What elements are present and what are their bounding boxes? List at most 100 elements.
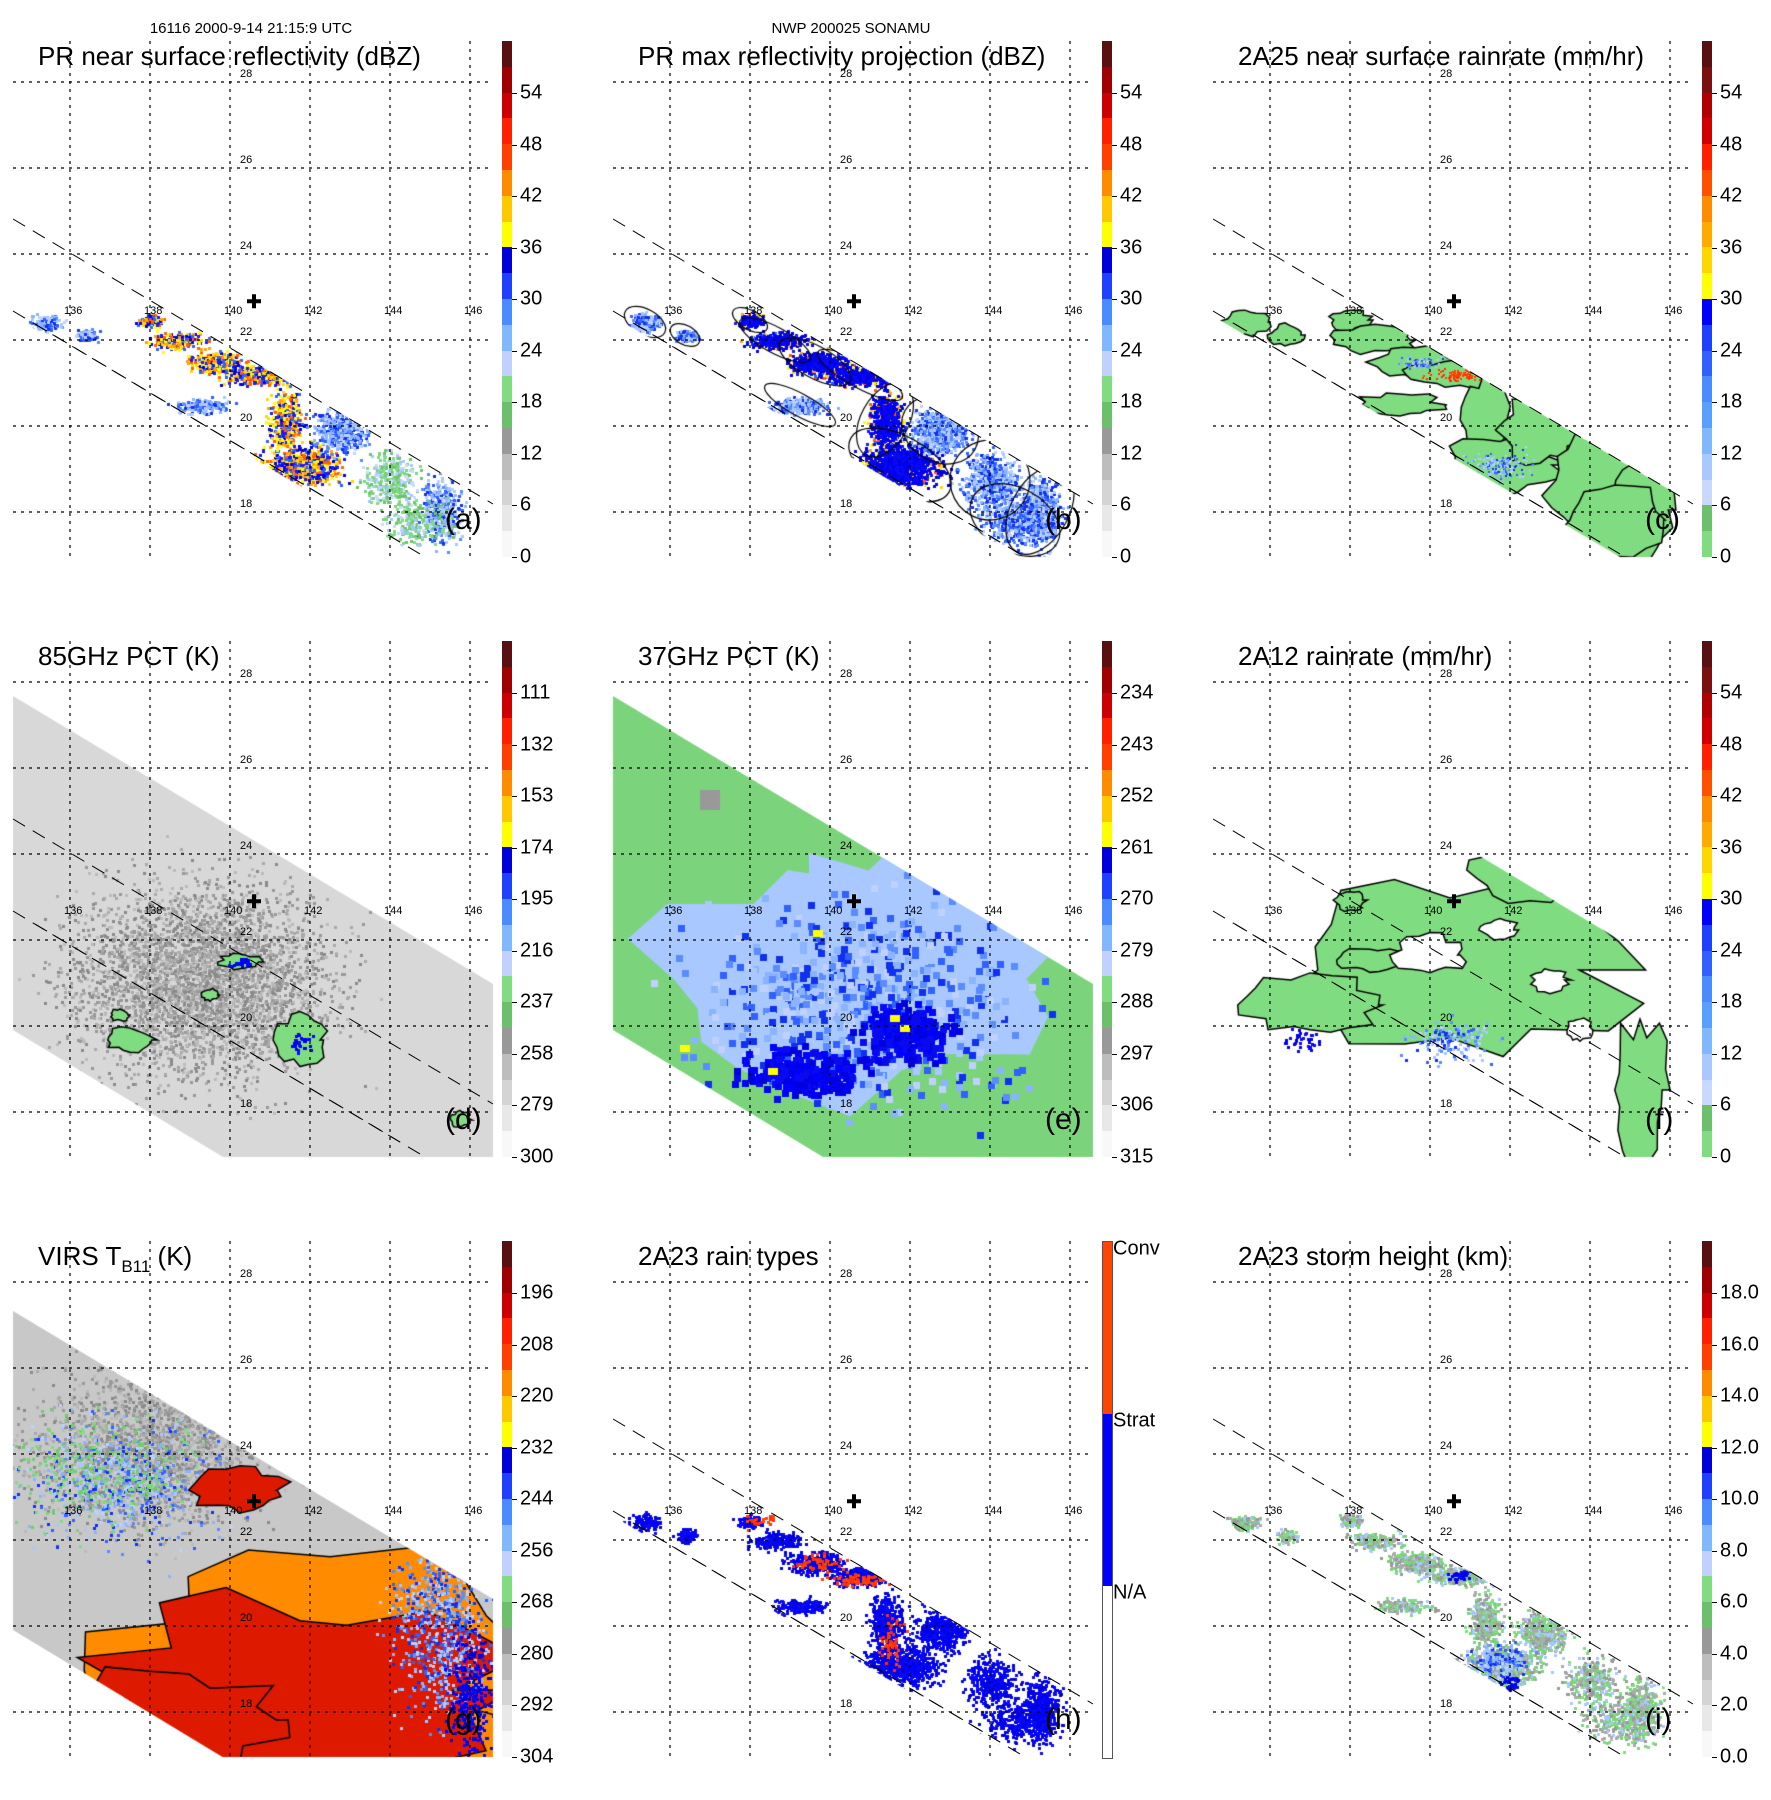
colorbar-tick [1112, 693, 1117, 694]
colorbar-bin [502, 770, 512, 796]
colorbar-label: 0 [1720, 545, 1732, 567]
latitude-label: 28 [1440, 1268, 1453, 1280]
colorbar-tick [1112, 744, 1117, 746]
longitude-label: 142 [1504, 305, 1523, 317]
map-field-image [0, 600, 600, 1200]
colorbar-tick [1112, 505, 1117, 506]
colorbar-label: 4.0 [1720, 1642, 1748, 1664]
longitude-label: 136 [64, 1505, 83, 1517]
map-field-image [600, 1200, 1200, 1800]
longitude-label: 138 [144, 305, 163, 317]
colorbar-label: 24 [1120, 339, 1143, 361]
colorbar-label: 261 [1120, 836, 1154, 858]
colorbar-bin [1102, 221, 1112, 248]
colorbar-label: 258 [520, 1042, 554, 1064]
colorbar-label: 297 [1120, 1042, 1154, 1064]
colorbar-tick [512, 1396, 517, 1397]
colorbar-tick [1712, 505, 1717, 506]
colorbar-label: 42 [1720, 184, 1743, 207]
latitude-label: 24 [240, 240, 253, 252]
longitude-label: 142 [1504, 905, 1523, 917]
colorbar-label: 0 [1720, 1145, 1732, 1167]
colorbar-bin [502, 1370, 512, 1396]
pr-swath-edges [12, 818, 494, 1155]
longitude-label: 142 [904, 905, 923, 917]
panel-e: 37GHz PCT (K) 28 26 24 22 20 18 136 138 140 142 144… [600, 600, 1200, 1200]
storm-center-cross-icon [847, 894, 861, 909]
colorbar-label: 244 [520, 1487, 554, 1510]
colorbar-tick [1112, 144, 1117, 146]
colorbar-tick [1712, 299, 1717, 300]
longitude-label: 136 [1264, 1505, 1283, 1517]
colorbar-tick [1712, 247, 1717, 249]
colorbar-label: 18.0 [1720, 1281, 1759, 1304]
colorbar-label: 30 [1120, 287, 1143, 310]
colorbar-bin [1102, 247, 1112, 274]
colorbar-label: 195 [520, 887, 554, 910]
colorbar-tick [1112, 350, 1117, 352]
latitude-label: 22 [240, 1526, 253, 1538]
colorbar-label: 14.0 [1720, 1384, 1759, 1407]
panel-letter: (i) [1645, 1703, 1672, 1736]
colorbar-tick [1112, 1156, 1117, 1158]
colorbar-bin [502, 821, 512, 848]
colorbar-tick [1112, 950, 1117, 952]
colorbar-label: 6 [1720, 493, 1732, 516]
colorbar [1702, 641, 1712, 1157]
colorbar [502, 1241, 512, 1757]
longitude-label: 144 [1584, 305, 1603, 317]
longitude-label: 146 [1064, 305, 1083, 317]
colorbar-bin [1702, 299, 1712, 325]
colorbar-bin [1102, 41, 1112, 67]
colorbar-label: 30 [1720, 287, 1743, 310]
colorbar-label: 220 [520, 1384, 554, 1407]
colorbar-label: 0 [1120, 545, 1132, 567]
colorbar-bin [502, 1653, 512, 1680]
colorbar-label: 24 [1720, 939, 1743, 961]
colorbar-bin [1102, 350, 1112, 377]
colorbar-bin [1702, 118, 1712, 145]
colorbar-bin [1102, 505, 1112, 532]
panel-title: 2A12 rainrate (mm/hr) [1238, 641, 1493, 671]
pr-swath-edges [612, 218, 1094, 555]
colorbar-bin [502, 1705, 512, 1732]
colorbar-bin [502, 1318, 512, 1345]
longitude-label: 144 [384, 905, 403, 917]
colorbar-label: 304 [520, 1745, 554, 1767]
colorbar-bin [1702, 1318, 1712, 1345]
panel-b: PR max reflectivity projection (dBZ) 28 26… [600, 0, 1200, 600]
panel-title: 85GHz PCT (K) [38, 641, 220, 671]
colorbar-bin [1102, 692, 1112, 719]
panel-c: 2A25 near surface rainrate (mm/hr) 28 26 24… [1200, 0, 1771, 600]
colorbar-tick [512, 556, 517, 558]
panel-f: 2A12 rainrate (mm/hr) 28 26 24 22 20 18 136 138 1… [1200, 600, 1771, 1200]
colorbar-tick [1112, 899, 1117, 900]
longitude-label: 142 [904, 1505, 923, 1517]
latitude-label: 18 [240, 1698, 253, 1710]
colorbar-bin [1702, 744, 1712, 771]
colorbar-tick [1712, 847, 1717, 849]
longitude-label: 136 [1264, 905, 1283, 917]
latitude-label: 26 [1440, 154, 1453, 166]
colorbar-bin [1702, 770, 1712, 796]
colorbar-tick [1112, 1105, 1117, 1106]
colorbar-tick [512, 1105, 517, 1106]
colorbar-bin [502, 873, 512, 900]
map-field-image [600, 0, 1200, 600]
latitude-label: 20 [840, 1612, 853, 1624]
colorbar-label: 48 [520, 133, 543, 155]
colorbar-label: 36 [1120, 236, 1143, 258]
colorbar-bin [1102, 92, 1112, 119]
colorbar-bin [1102, 376, 1112, 403]
colorbar-bin [1702, 1421, 1712, 1448]
map-overlay [1212, 1241, 1694, 1757]
colorbar-tick [1712, 744, 1717, 746]
colorbar-tick [1112, 402, 1117, 403]
colorbar-tick [512, 144, 517, 146]
longitude-label: 136 [664, 905, 683, 917]
colorbar-bin [502, 453, 512, 480]
colorbar-tick [512, 1705, 517, 1706]
latitude-label: 20 [840, 412, 853, 424]
panel-letter: (g) [445, 1703, 482, 1736]
longitude-label: 146 [1664, 1505, 1683, 1517]
